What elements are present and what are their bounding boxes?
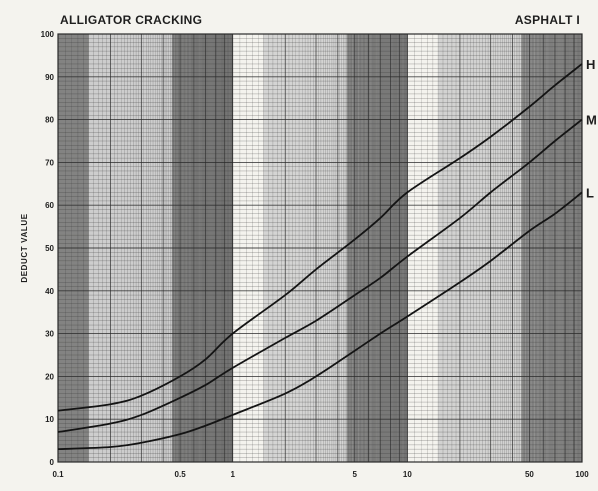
- series-line-m: [57, 118, 583, 433]
- x-tick-label: 0.1: [52, 470, 64, 479]
- series-label-m: M: [586, 113, 597, 128]
- y-tick-label: 100: [41, 30, 55, 39]
- y-tick-label: 90: [45, 73, 54, 82]
- y-tick-label: 80: [45, 116, 54, 125]
- y-tick-label: 50: [45, 244, 54, 253]
- y-tick-label: 0: [50, 458, 55, 467]
- x-tick-label: 50: [525, 470, 534, 479]
- series-line-h: [57, 63, 583, 412]
- y-tick-label: 40: [45, 287, 54, 296]
- plot-border: [57, 33, 583, 463]
- chart-subtitle: ASPHALT I: [515, 13, 580, 27]
- x-tick-label: 10: [403, 470, 412, 479]
- y-axis-label: DEDUCT VALUE: [20, 213, 29, 282]
- y-tick-label: 60: [45, 201, 54, 210]
- series-line-l: [57, 191, 583, 451]
- y-tick-label: 30: [45, 330, 54, 339]
- y-tick-label: 20: [45, 372, 54, 381]
- x-tick-label: 5: [353, 470, 358, 479]
- x-tick-label: 100: [575, 470, 589, 479]
- series-label-l: L: [586, 185, 594, 200]
- y-tick-label: 10: [45, 415, 54, 424]
- x-tick-label: 0.5: [175, 470, 187, 479]
- x-tick-label: 1: [230, 470, 235, 479]
- chart-title: ALLIGATOR CRACKING: [60, 13, 202, 27]
- series-label-h: H: [586, 57, 595, 72]
- y-tick-label: 70: [45, 158, 54, 167]
